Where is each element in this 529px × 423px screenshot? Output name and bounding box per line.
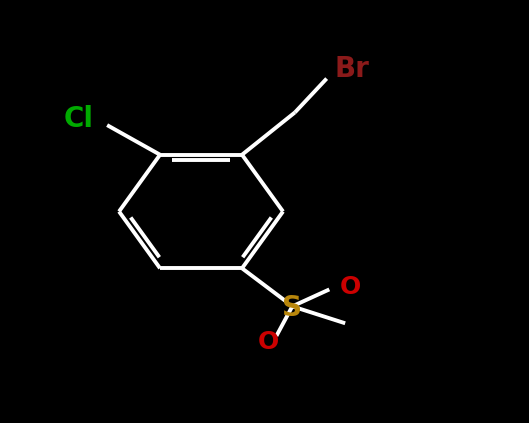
Text: Cl: Cl xyxy=(64,105,94,133)
Text: O: O xyxy=(258,330,279,354)
Text: S: S xyxy=(282,294,302,322)
Text: O: O xyxy=(340,275,361,299)
Text: Br: Br xyxy=(334,55,369,83)
